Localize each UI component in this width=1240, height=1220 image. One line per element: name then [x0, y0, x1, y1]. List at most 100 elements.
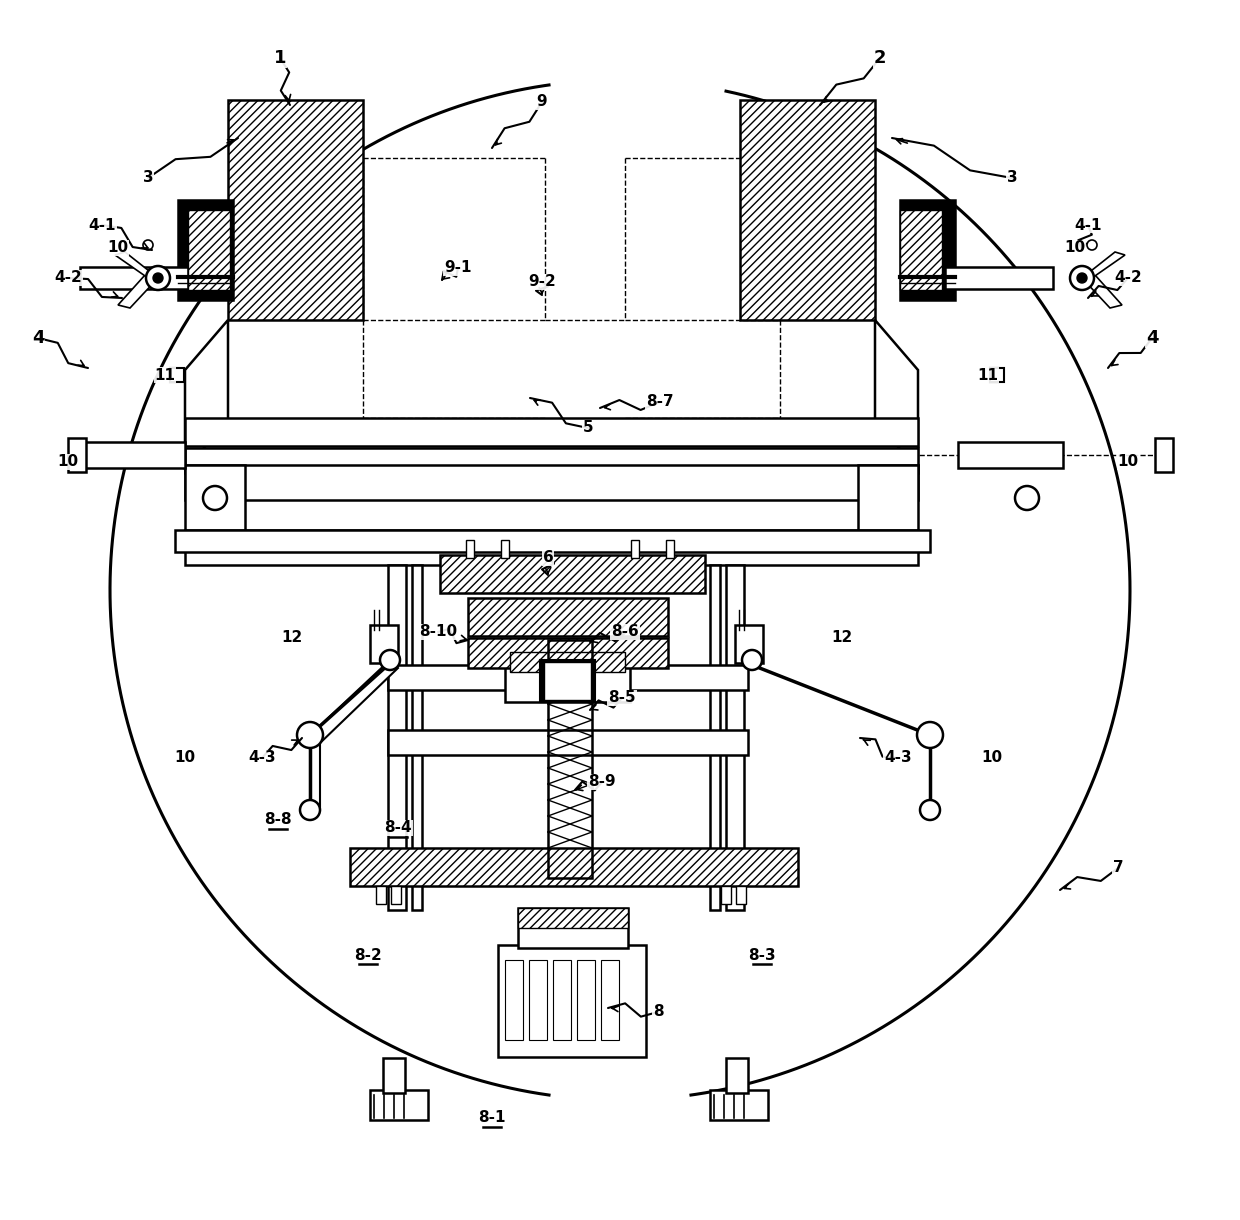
- Polygon shape: [310, 734, 320, 810]
- Text: 8-3: 8-3: [748, 948, 776, 963]
- Circle shape: [1070, 266, 1094, 290]
- Bar: [666, 540, 675, 558]
- Bar: [81, 267, 188, 289]
- Text: 12: 12: [281, 631, 303, 645]
- Bar: [518, 908, 627, 928]
- Circle shape: [1087, 240, 1097, 250]
- Bar: [467, 598, 668, 636]
- Bar: [383, 1058, 405, 1093]
- Bar: [601, 960, 619, 1039]
- Polygon shape: [310, 660, 398, 745]
- Polygon shape: [1083, 253, 1125, 278]
- Bar: [185, 448, 918, 473]
- Bar: [467, 638, 668, 669]
- Bar: [188, 210, 229, 290]
- Text: 11: 11: [977, 367, 998, 383]
- Bar: [510, 651, 625, 672]
- Text: 10: 10: [1117, 455, 1138, 470]
- Text: 8: 8: [652, 1004, 663, 1020]
- Polygon shape: [875, 320, 918, 470]
- Text: 5: 5: [583, 421, 593, 436]
- Bar: [370, 1089, 428, 1120]
- Text: 4: 4: [1146, 329, 1158, 346]
- Bar: [175, 529, 930, 551]
- Text: 8-7: 8-7: [646, 394, 673, 410]
- Bar: [990, 368, 1004, 382]
- Text: 10: 10: [175, 750, 196, 765]
- Bar: [185, 465, 246, 545]
- Polygon shape: [115, 253, 157, 278]
- Bar: [185, 529, 918, 565]
- Text: 4: 4: [32, 329, 45, 346]
- Text: 8-1: 8-1: [479, 1110, 506, 1126]
- Polygon shape: [118, 274, 157, 307]
- Text: 10: 10: [57, 455, 78, 470]
- Bar: [553, 960, 570, 1039]
- Text: 4-3: 4-3: [884, 750, 911, 765]
- Bar: [440, 555, 706, 593]
- Bar: [740, 100, 875, 320]
- Text: 2: 2: [874, 49, 887, 67]
- Text: 8-2: 8-2: [355, 948, 382, 963]
- Bar: [518, 908, 627, 948]
- Bar: [185, 418, 918, 447]
- Text: 4-2: 4-2: [55, 271, 82, 285]
- Bar: [735, 625, 763, 662]
- Bar: [945, 267, 1053, 289]
- Bar: [388, 730, 748, 755]
- Bar: [412, 565, 422, 910]
- Text: 8-5: 8-5: [608, 691, 636, 705]
- Circle shape: [300, 800, 320, 820]
- Bar: [388, 565, 405, 910]
- Text: 3: 3: [1007, 171, 1017, 185]
- Bar: [544, 662, 591, 700]
- Text: 8-4: 8-4: [384, 821, 412, 836]
- Bar: [185, 465, 918, 500]
- Bar: [577, 960, 595, 1039]
- Bar: [350, 848, 799, 886]
- Bar: [720, 886, 732, 904]
- Circle shape: [153, 273, 162, 283]
- Bar: [376, 886, 386, 904]
- Bar: [501, 540, 508, 558]
- Text: 1: 1: [274, 49, 286, 67]
- Bar: [1154, 438, 1173, 472]
- Circle shape: [1078, 273, 1087, 283]
- Text: 4-2: 4-2: [1114, 271, 1142, 285]
- Text: 4-3: 4-3: [248, 750, 275, 765]
- Bar: [388, 665, 748, 691]
- Bar: [505, 650, 630, 701]
- Text: 8-10: 8-10: [419, 625, 458, 639]
- Bar: [900, 210, 942, 290]
- Bar: [548, 640, 591, 878]
- Bar: [81, 442, 185, 468]
- Bar: [370, 625, 398, 662]
- Text: 9: 9: [537, 94, 547, 110]
- Bar: [959, 442, 1063, 468]
- Text: 4-1: 4-1: [88, 217, 115, 233]
- Circle shape: [203, 486, 227, 510]
- Bar: [179, 200, 233, 300]
- Circle shape: [920, 800, 940, 820]
- Text: 3: 3: [143, 171, 154, 185]
- Text: 6: 6: [543, 550, 553, 566]
- Text: 9-1: 9-1: [444, 261, 471, 276]
- Circle shape: [298, 722, 322, 748]
- Text: 10: 10: [108, 240, 129, 255]
- Bar: [725, 565, 744, 910]
- Text: 8-8: 8-8: [264, 813, 291, 827]
- Text: 8-9: 8-9: [588, 775, 616, 789]
- Bar: [711, 565, 720, 910]
- Text: 4-1: 4-1: [1074, 217, 1102, 233]
- Bar: [498, 946, 646, 1057]
- Bar: [529, 960, 547, 1039]
- Circle shape: [146, 266, 170, 290]
- Bar: [539, 660, 595, 702]
- Polygon shape: [185, 320, 228, 470]
- Bar: [711, 1089, 768, 1120]
- Bar: [725, 1058, 748, 1093]
- Bar: [737, 886, 746, 904]
- Bar: [466, 540, 474, 558]
- Circle shape: [143, 240, 153, 250]
- Bar: [858, 465, 918, 545]
